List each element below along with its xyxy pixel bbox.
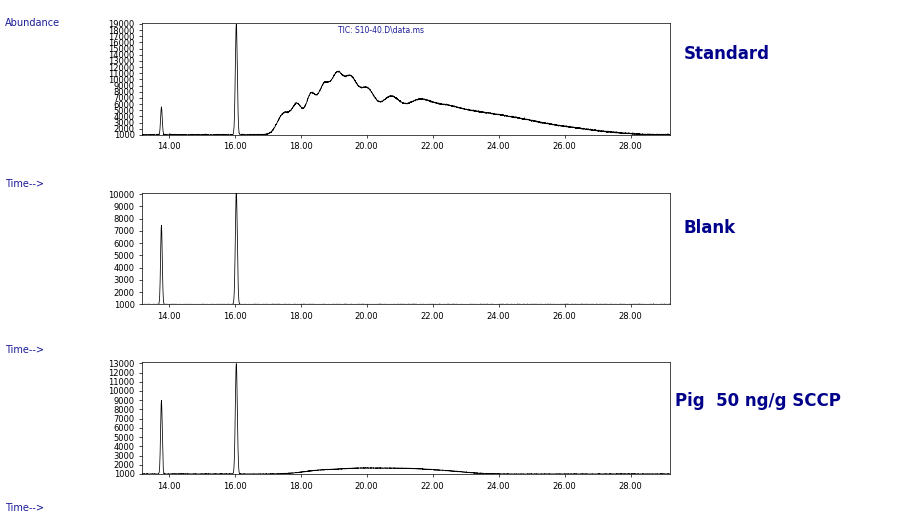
Text: Time-->: Time--> <box>5 344 43 355</box>
Text: Standard: Standard <box>684 46 770 63</box>
Text: Time-->: Time--> <box>5 503 43 513</box>
Text: Abundance: Abundance <box>5 18 60 28</box>
Text: TIC: S10-40.D\data.ms: TIC: S10-40.D\data.ms <box>338 25 423 35</box>
Text: Blank: Blank <box>684 219 736 237</box>
Text: Time-->: Time--> <box>5 179 43 189</box>
Text: Pig  50 ng/g SCCP: Pig 50 ng/g SCCP <box>675 393 841 410</box>
